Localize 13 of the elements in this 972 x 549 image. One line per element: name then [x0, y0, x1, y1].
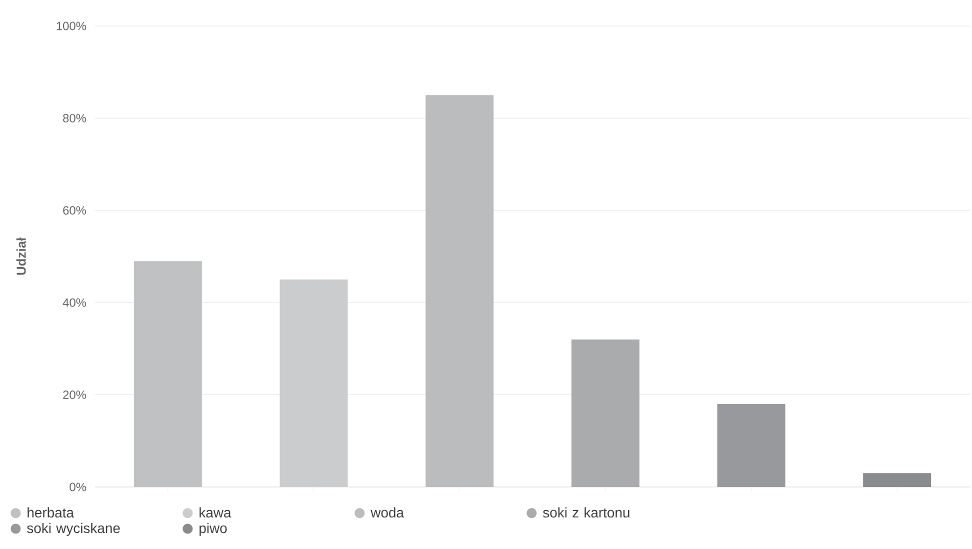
- legend-label: kawa: [200, 507, 232, 518]
- y-tick-label: 20%: [63, 390, 86, 400]
- y-tick-label: 60%: [63, 206, 86, 215]
- legend-label: woda: [370, 507, 404, 518]
- legend-label: herbata: [28, 507, 74, 518]
- y-tick-label: 40%: [62, 298, 86, 307]
- y-axis-title: Udział: [16, 238, 26, 275]
- legend-label: piwo: [200, 522, 227, 536]
- legend-label: soki wyciskane: [27, 522, 120, 536]
- legend-label: soki z kartonu: [543, 507, 630, 518]
- y-tick-label: 80%: [63, 114, 86, 122]
- y-tick-label: 100%: [56, 22, 86, 30]
- y-tick-label: 0%: [70, 482, 86, 492]
